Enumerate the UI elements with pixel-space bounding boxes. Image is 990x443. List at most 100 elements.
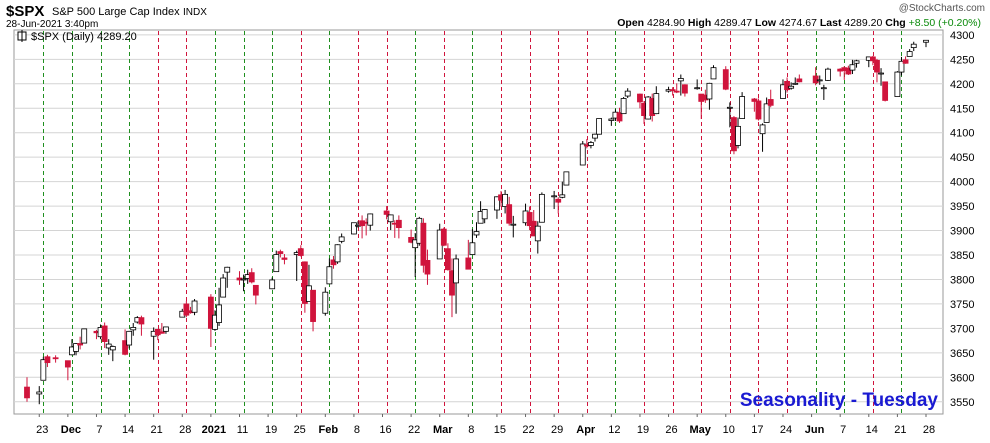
- candle: [220, 274, 227, 298]
- candle-body: [878, 72, 884, 75]
- candle: [252, 284, 259, 305]
- candle: [874, 58, 880, 83]
- candle-body: [902, 59, 909, 64]
- candle: [616, 107, 623, 123]
- candle: [351, 222, 357, 235]
- candle-body: [673, 90, 680, 93]
- candle: [297, 245, 304, 257]
- candle-body: [710, 67, 717, 80]
- candle: [878, 68, 884, 86]
- candle: [845, 65, 852, 76]
- candle-body: [330, 259, 337, 266]
- candle: [73, 343, 79, 356]
- candle-body: [77, 343, 84, 346]
- candle-body: [191, 300, 198, 313]
- candle-body: [387, 214, 394, 223]
- x-tick-label: 12: [608, 424, 620, 436]
- x-tick-label: 17: [751, 424, 763, 436]
- candle-body: [874, 59, 880, 73]
- seasonality-title: Seasonality - Tuesday: [740, 390, 939, 411]
- candle: [281, 254, 288, 265]
- candle-body: [224, 266, 231, 273]
- candle: [526, 206, 533, 231]
- candle: [559, 181, 566, 199]
- candle-body: [351, 222, 357, 235]
- y-tick-label: 3850: [950, 250, 974, 262]
- candle-body: [763, 103, 770, 123]
- candle-body: [269, 279, 276, 290]
- candle: [77, 336, 84, 350]
- x-tick-label: 8: [468, 424, 474, 436]
- candle-body: [669, 89, 676, 92]
- grid-lines: [14, 34, 943, 403]
- candle-body: [158, 331, 165, 334]
- candle: [395, 215, 402, 239]
- open-label: Open: [617, 17, 644, 29]
- candle: [64, 360, 71, 381]
- candle-body: [481, 209, 488, 220]
- y-tick-label: 3800: [950, 274, 974, 286]
- candle: [910, 41, 917, 52]
- candle-body: [534, 225, 541, 242]
- x-tick-label: 22: [408, 424, 420, 436]
- x-tick-label: Dec: [61, 424, 81, 436]
- candle: [465, 239, 472, 270]
- y-tick-label: 3950: [950, 201, 974, 213]
- candle: [902, 56, 909, 64]
- candle-body: [555, 198, 562, 203]
- candle-body: [122, 340, 128, 355]
- candle-body: [510, 223, 517, 226]
- price-candles: [24, 39, 929, 405]
- candle-body: [326, 266, 333, 285]
- candle: [788, 82, 795, 90]
- x-tick-label: 14: [122, 424, 134, 436]
- candle-body: [383, 210, 390, 215]
- y-axis: 3550 3600 3650 3700 3750 3800 3850 3900 3950 4000…: [950, 30, 974, 409]
- candle: [158, 323, 165, 334]
- candle: [387, 214, 394, 231]
- candle-body: [816, 79, 823, 82]
- last-label: Last: [820, 17, 842, 29]
- candle-body: [726, 106, 733, 109]
- last-value: 4289.20: [844, 17, 882, 29]
- candle-body: [322, 291, 329, 314]
- candle-body: [81, 328, 88, 344]
- candle: [555, 197, 562, 214]
- candle: [122, 329, 128, 356]
- x-tick-label: 14: [866, 424, 878, 436]
- candle-body: [898, 60, 905, 73]
- candle: [853, 59, 860, 68]
- candle-body: [735, 125, 741, 146]
- candle-body: [894, 71, 901, 97]
- candle: [596, 118, 602, 135]
- candle: [796, 74, 803, 83]
- candle: [706, 82, 713, 110]
- candle-body: [637, 93, 643, 103]
- candle: [326, 258, 333, 285]
- candle: [473, 222, 480, 238]
- x-tick-label: 11: [237, 424, 248, 436]
- ohlc-summary: Open 4284.90 High 4289.47 Low 4274.67 La…: [617, 17, 981, 29]
- candle: [506, 196, 513, 226]
- candle-body: [538, 193, 545, 223]
- x-tick-label: 7: [840, 424, 846, 436]
- x-tick-label: 8: [354, 424, 360, 436]
- candle-body: [420, 222, 427, 266]
- candle: [269, 277, 276, 290]
- candle-body: [424, 259, 431, 275]
- candle-body: [273, 254, 280, 273]
- candle: [722, 66, 729, 91]
- candle-body: [845, 67, 852, 75]
- candle-body: [788, 85, 795, 89]
- candle-body: [653, 93, 660, 115]
- x-tick-label: 25: [294, 424, 306, 436]
- candle: [624, 88, 631, 98]
- candle: [637, 93, 643, 109]
- candle: [551, 190, 558, 210]
- candle: [763, 97, 770, 123]
- candle-body: [608, 118, 615, 121]
- candle-body: [579, 143, 586, 166]
- y-tick-label: 3600: [950, 372, 974, 384]
- y-tick-label: 4100: [950, 128, 974, 140]
